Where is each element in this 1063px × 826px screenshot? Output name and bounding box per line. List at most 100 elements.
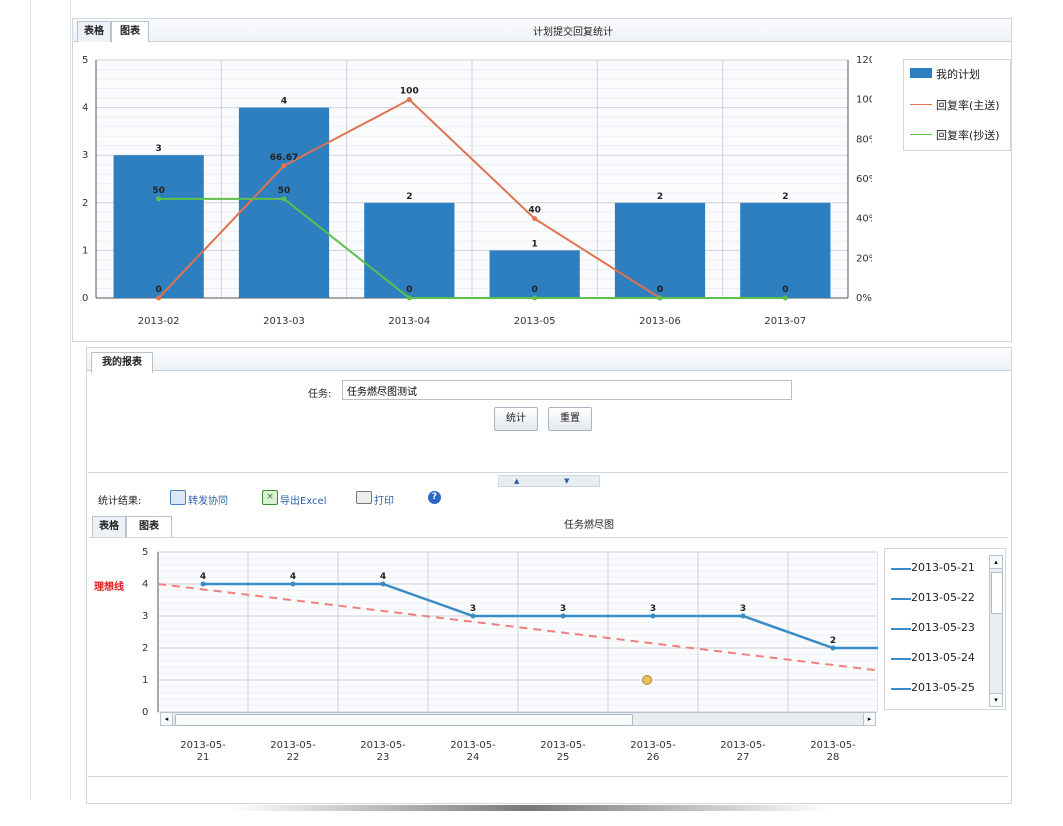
legend-swatch-23	[891, 628, 911, 630]
y2-tick-label: 0%	[856, 293, 872, 304]
x-tick-label: 2013-05-	[270, 740, 316, 751]
y-tick-label: 3	[142, 611, 148, 622]
bottom-footer-line	[88, 776, 1008, 777]
line-point	[532, 216, 538, 222]
line-point	[290, 581, 296, 587]
ideal-line-label: 理想线	[94, 582, 124, 593]
forward-icon[interactable]	[170, 490, 186, 505]
bar	[740, 202, 831, 298]
tab-my-report[interactable]: 我的报表	[91, 352, 153, 373]
result-label: 统计结果:	[98, 496, 142, 507]
line-label: 4	[380, 572, 386, 582]
legend-reply-cc: 回复率(抄送)	[936, 129, 1000, 142]
series-line	[158, 197, 786, 299]
line-label: 2	[830, 636, 836, 646]
print-button[interactable]: 打印	[374, 496, 394, 507]
top-legend: 我的计划 回复率(主送) 回复率(抄送)	[903, 59, 1011, 151]
help-icon[interactable]: ?	[428, 491, 441, 504]
line-label: 66.67	[270, 153, 298, 163]
burndown-chart: 0123452013-05-212013-05-222013-05-232013…	[142, 547, 878, 763]
tab-chart[interactable]: 图表	[111, 21, 149, 42]
x-tick-label: 2013-05	[514, 316, 556, 327]
x-tick-label: 2013-05-	[630, 740, 676, 751]
legend-swatch-21	[891, 568, 911, 570]
line-label: 0	[657, 285, 663, 295]
reset-button[interactable]: 重置	[548, 407, 592, 431]
collapse-down-icon[interactable]: ▼	[564, 477, 570, 485]
task-input[interactable]	[342, 380, 792, 400]
line-label: 3	[740, 604, 746, 614]
x-tick-label: 2013-05-	[810, 740, 856, 751]
legend-scroll-down[interactable]: ▾	[990, 693, 1002, 706]
legend-date-21: 2013-05-21	[911, 561, 975, 574]
y-tick-label: 1	[142, 675, 148, 686]
line-label: 4	[200, 572, 206, 582]
y-tick-label: 4	[142, 579, 148, 590]
y-tick-label: 3	[82, 150, 88, 161]
line-point	[532, 295, 538, 301]
stat-button[interactable]: 统计	[494, 407, 538, 431]
y2-tick-label: 120%	[856, 55, 872, 66]
x-tick-label: 2013-03	[263, 316, 305, 327]
line-label: 3	[470, 604, 476, 614]
y-tick-label: 5	[82, 55, 88, 66]
bar-label: 2	[782, 192, 788, 202]
forward-button[interactable]: 转发协同	[188, 496, 228, 507]
legend-date-23: 2013-05-23	[911, 621, 975, 634]
line-point	[380, 581, 386, 587]
x-tick-label: 2013-02	[138, 316, 180, 327]
legend-scroll-thumb[interactable]	[991, 572, 1003, 614]
legend-scroll-up[interactable]: ▴	[990, 556, 1002, 569]
horizontal-scrollbar[interactable]: ◂ ▸	[160, 712, 876, 726]
x-tick-label: 2013-07	[764, 316, 806, 327]
bar-label: 1	[532, 239, 538, 249]
legend-my-plan: 我的计划	[936, 68, 980, 81]
line-point	[281, 163, 287, 169]
line-point	[650, 613, 656, 619]
y2-tick-label: 60%	[856, 174, 872, 185]
legend-bar-swatch	[910, 68, 932, 78]
excel-icon[interactable]: ×	[262, 490, 278, 505]
x-tick-label-day: 21	[197, 752, 210, 763]
collapse-handle[interactable]	[498, 475, 600, 487]
line-point	[782, 295, 788, 301]
line-label: 50	[152, 186, 165, 196]
legend-scrollbar[interactable]: ▴ ▾	[989, 555, 1003, 707]
legend-date-24: 2013-05-24	[911, 651, 975, 664]
x-tick-label: 2013-04	[388, 316, 430, 327]
line-point	[200, 581, 206, 587]
scroll-left-arrow[interactable]: ◂	[161, 713, 173, 725]
x-tick-label-day: 23	[377, 752, 390, 763]
line-label: 0	[782, 285, 788, 295]
x-tick-label-day: 26	[647, 752, 660, 763]
bar-label: 4	[281, 97, 287, 107]
bar-label: 2	[657, 192, 663, 202]
scroll-thumb[interactable]	[175, 714, 633, 726]
line-label: 100	[400, 87, 419, 97]
x-tick-label: 2013-05-	[180, 740, 226, 751]
print-icon[interactable]	[356, 491, 372, 504]
legend-swatch-25	[891, 688, 911, 690]
legend-date-25: 2013-05-25	[911, 681, 975, 694]
line-point	[281, 196, 287, 202]
x-tick-label: 2013-06	[639, 316, 681, 327]
export-excel-button[interactable]: 导出Excel	[280, 496, 327, 507]
line-point	[406, 295, 412, 301]
collapse-up-icon[interactable]: ▲	[514, 477, 520, 485]
tab-table-2[interactable]: 表格	[92, 516, 126, 537]
scroll-right-arrow[interactable]: ▸	[863, 713, 875, 725]
bar-label: 2	[406, 192, 412, 202]
legend-line-swatch-main	[910, 104, 932, 105]
left-frame-line	[30, 0, 31, 800]
line-label: 0	[156, 285, 162, 295]
y2-tick-label: 20%	[856, 253, 872, 264]
burndown-title: 任务燃尽图	[564, 520, 614, 531]
x-tick-label-day: 22	[287, 752, 300, 763]
page-title: 计划提交回复统计	[533, 27, 613, 38]
line-label: 0	[532, 285, 538, 295]
tab-table[interactable]: 表格	[77, 21, 111, 42]
line-point	[156, 196, 162, 202]
line-label: 3	[650, 604, 656, 614]
bottom-shadow	[230, 805, 830, 811]
tab-chart-2[interactable]: 图表	[126, 516, 172, 537]
